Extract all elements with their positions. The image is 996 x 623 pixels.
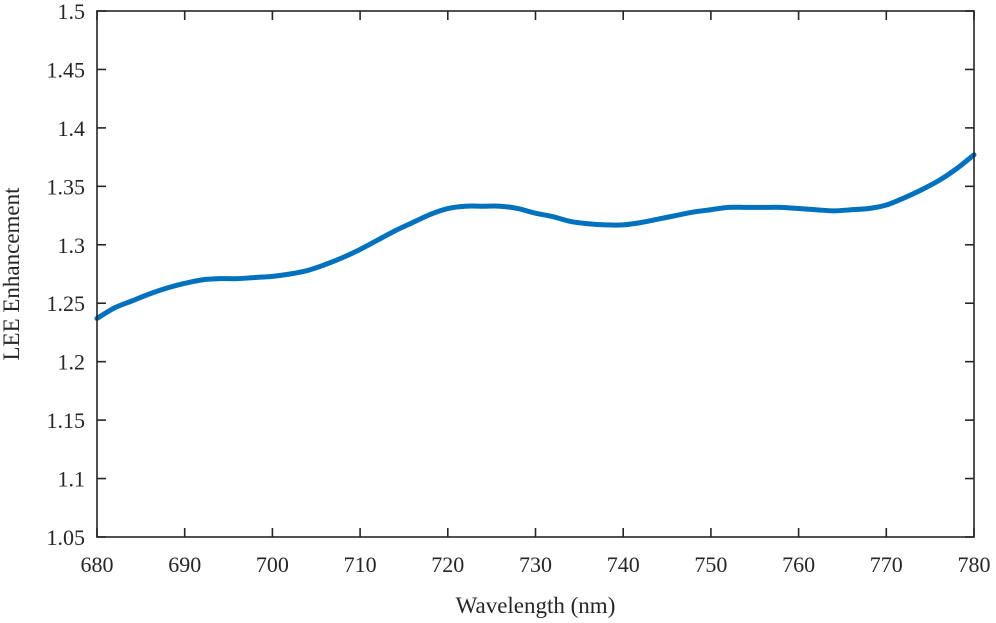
x-tick-label: 780 (958, 552, 991, 577)
x-tick-label: 740 (607, 552, 640, 577)
y-tick-label: 1.45 (47, 57, 86, 82)
y-tick-label: 1.2 (58, 350, 86, 375)
plot-background (97, 11, 974, 537)
y-tick-label: 1.4 (58, 116, 86, 141)
x-tick-label: 770 (870, 552, 903, 577)
x-tick-label: 700 (256, 552, 289, 577)
y-axis-title: LEE Enhancement (0, 187, 24, 361)
x-tick-label: 720 (431, 552, 464, 577)
x-tick-label: 710 (344, 552, 377, 577)
x-tick-label: 680 (81, 552, 114, 577)
plot-frame (96, 10, 975, 538)
y-tick-label: 1.5 (58, 0, 86, 24)
y-tick-label: 1.1 (58, 467, 86, 492)
x-tick-label: 760 (782, 552, 815, 577)
x-axis-title: Wavelength (nm) (456, 593, 616, 618)
x-tick-labels: 680 690 700 710 720 730 740 750 760 770 780 (81, 552, 991, 577)
y-tick-label: 1.05 (47, 525, 86, 550)
x-tick-label: 750 (694, 552, 727, 577)
y-tick-labels: 1.05 1.1 1.15 1.2 1.25 1.3 1.35 1.4 1.45 1.5 (47, 0, 86, 550)
y-tick-label: 1.15 (47, 408, 86, 433)
series-line (94, 152, 977, 321)
x-tick-label: 690 (168, 552, 201, 577)
y-tick-label: 1.25 (47, 291, 86, 316)
y-tick-label: 1.3 (58, 233, 86, 258)
x-tick-label: 730 (519, 552, 552, 577)
y-tick-label: 1.35 (47, 174, 86, 199)
